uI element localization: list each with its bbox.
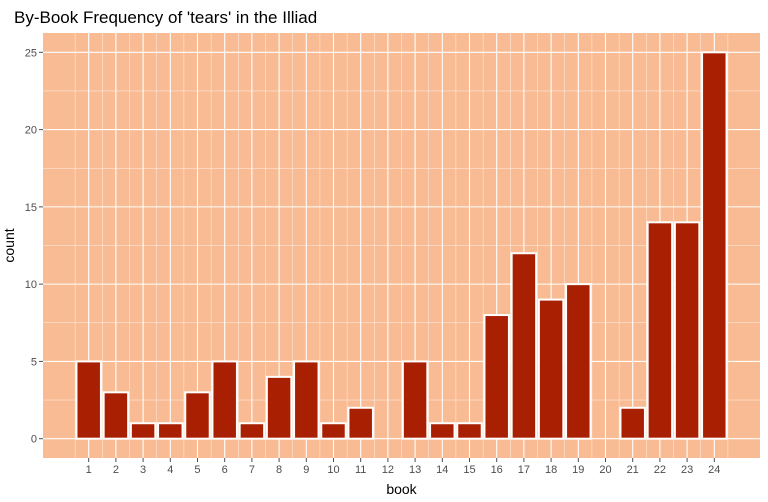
x-tick-label: 9 — [303, 464, 309, 476]
x-tick-label: 15 — [463, 464, 475, 476]
bar-book-18 — [537, 298, 565, 440]
x-tick-label: 18 — [545, 464, 557, 476]
bar-book-14 — [429, 422, 456, 440]
bar-book-5 — [184, 391, 211, 440]
x-tick-label: 19 — [572, 464, 584, 476]
x-tick-label: 21 — [627, 464, 639, 476]
bar-book-6 — [211, 360, 238, 440]
y-tick-label: 15 — [25, 202, 37, 214]
x-tick-label: 5 — [194, 464, 200, 476]
y-tick-label: 25 — [25, 47, 37, 59]
x-tick-label: 11 — [355, 464, 366, 476]
x-tick-label: 2 — [113, 464, 119, 476]
bar-book-21 — [619, 406, 646, 440]
bar-book-17 — [510, 252, 538, 440]
bar-book-10 — [320, 422, 347, 440]
bar-book-22 — [646, 221, 674, 440]
x-tick-label: 6 — [222, 464, 228, 476]
bar-book-3 — [129, 422, 157, 440]
x-tick-label: 3 — [140, 464, 146, 476]
y-tick-label: 0 — [31, 434, 37, 446]
bar-book-23 — [673, 221, 701, 440]
x-tick-label: 10 — [327, 464, 339, 476]
minor-gridlines-vertical — [74, 33, 729, 458]
bar-book-11 — [347, 406, 374, 440]
x-tick-label: 1 — [86, 464, 92, 476]
x-tick-label: 24 — [708, 464, 720, 476]
bar-book-24 — [701, 51, 728, 440]
chart-title: By-Book Frequency of 'tears' in the Illi… — [14, 8, 317, 27]
bars — [75, 51, 728, 440]
x-tick-label: 22 — [654, 464, 666, 476]
bar-book-8 — [265, 375, 293, 440]
x-tick-label: 13 — [409, 464, 421, 476]
y-tick-label: 10 — [25, 279, 37, 291]
y-tick-label: 20 — [25, 125, 37, 137]
bar-book-2 — [102, 391, 130, 440]
bar-book-9 — [293, 360, 320, 440]
x-tick-label: 7 — [249, 464, 255, 476]
x-tick-label: 23 — [681, 464, 693, 476]
bar-book-7 — [238, 422, 266, 440]
x-tick-label: 17 — [518, 464, 530, 476]
x-tick-label: 4 — [167, 464, 173, 476]
y-tick-label: 5 — [31, 356, 37, 368]
bar-book-13 — [401, 360, 429, 440]
bar-book-19 — [565, 283, 592, 440]
x-tick-label: 20 — [599, 464, 611, 476]
bar-book-1 — [75, 360, 102, 440]
bar-book-16 — [483, 314, 510, 440]
y-axis: 0 5 10 15 20 25 — [25, 47, 43, 446]
y-axis-title: count — [1, 228, 17, 262]
x-axis-title: book — [386, 481, 417, 497]
x-tick-label: 16 — [491, 464, 503, 476]
bar-book-4 — [157, 422, 184, 440]
x-axis: 1 2 3 4 5 6 7 8 9 10 11 12 13 14 15 16 17 18 19 20 21 22 23 24 — [86, 458, 720, 476]
x-tick-label: 12 — [382, 464, 394, 476]
bar-book-15 — [456, 422, 483, 440]
x-tick-label: 8 — [276, 464, 282, 476]
x-tick-label: 14 — [436, 464, 448, 476]
